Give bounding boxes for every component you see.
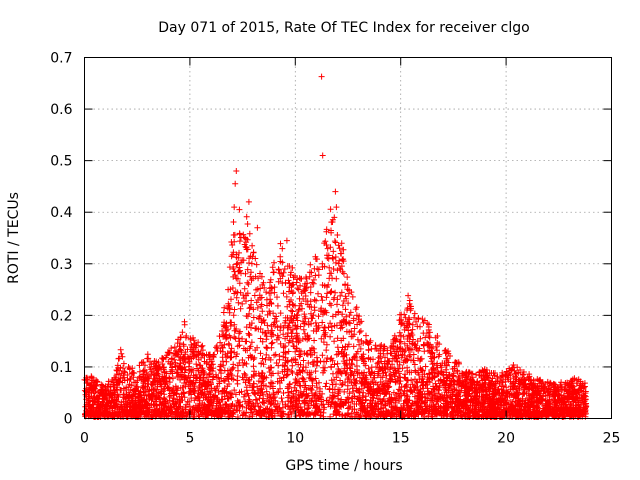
chart-title: Day 071 of 2015, Rate Of TEC Index for r… [158, 20, 529, 36]
x-axis-label: GPS time / hours [285, 458, 402, 474]
gridlines [84, 57, 612, 419]
axis-ticks [84, 57, 612, 419]
x-tick-label: 25 [603, 431, 621, 447]
y-tick-label: 0.4 [50, 205, 72, 221]
x-tick-label: 15 [392, 431, 410, 447]
y-tick-label: 0 [64, 412, 73, 428]
y-tick-label: 0.1 [50, 360, 72, 376]
y-axis-label: ROTI / TECUs [6, 192, 22, 284]
x-tick-label: 0 [80, 431, 89, 447]
y-tick-label: 0.6 [50, 102, 72, 118]
x-tick-label: 20 [497, 431, 515, 447]
y-tick-label: 0.2 [50, 308, 72, 324]
y-tick-labels: 0 0.1 0.2 0.3 0.4 0.5 0.6 0.7 [50, 51, 72, 428]
y-tick-label: 0.7 [50, 51, 72, 67]
x-tick-label: 10 [286, 431, 304, 447]
y-tick-label: 0.5 [50, 154, 72, 170]
roti-point-markers [81, 73, 590, 420]
x-tick-label: 5 [185, 431, 194, 447]
plot-frame [84, 57, 612, 419]
x-tick-labels: 0 5 10 15 20 25 [80, 431, 620, 447]
data-points [81, 73, 590, 420]
y-tick-label: 0.3 [50, 257, 72, 273]
